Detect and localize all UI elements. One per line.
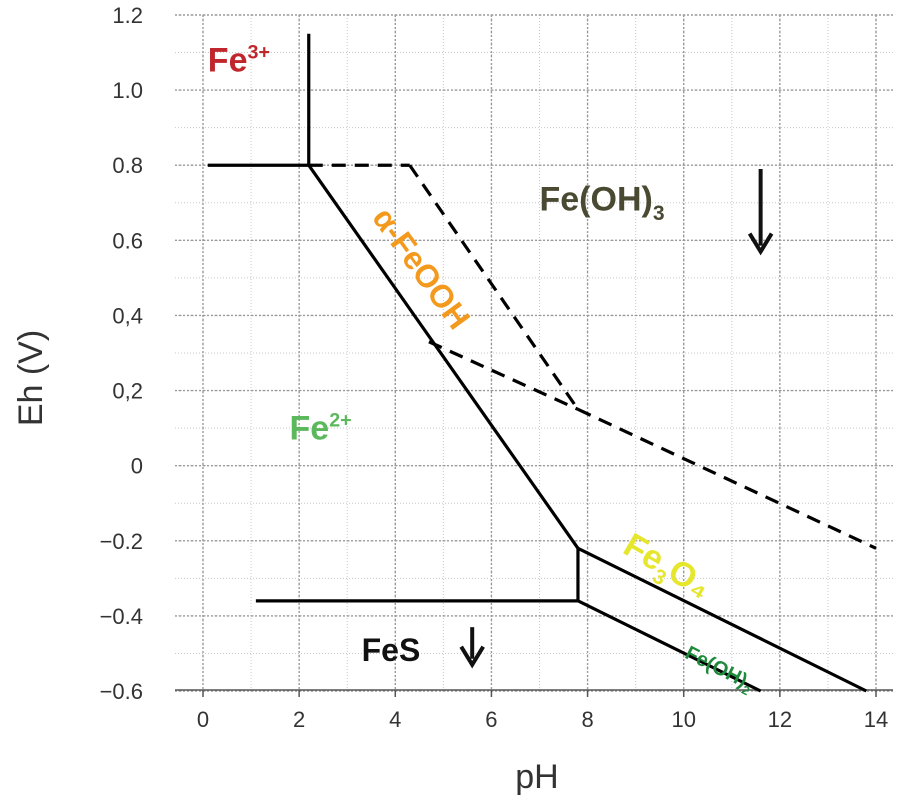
- x-tick-labels: 0 2 4 6 8 10 12 14: [197, 707, 888, 732]
- region-label-text: Fe3+: [208, 41, 270, 79]
- solid-boundary-line: [577, 546, 868, 693]
- x-tick-label: 0: [197, 707, 209, 732]
- x-tick-label: 10: [671, 707, 695, 732]
- region-label: Fe3O₄: [614, 526, 718, 612]
- region-label-text: Fe3O₄: [614, 526, 718, 612]
- y-tick-labels: −0.6 −0.4 −0.2 0 0,2 0,4 0.6 0.8 1.0 1.2: [100, 3, 143, 704]
- x-tick-label: 14: [864, 707, 888, 732]
- down-arrow-icon: [747, 168, 774, 256]
- x-tick-label: 12: [768, 707, 792, 732]
- region-label: Fe(OH)3: [540, 180, 665, 225]
- region-label: Fe3+: [208, 41, 270, 79]
- dashed-boundary-line: [577, 407, 877, 550]
- region-label-text: FeS: [362, 632, 421, 668]
- x-tick-label: 2: [293, 707, 305, 732]
- axes: [175, 689, 893, 697]
- x-axis-title: pH: [515, 758, 558, 796]
- solid-boundary-line: [307, 164, 580, 550]
- x-tick-label: 8: [581, 707, 593, 732]
- y-axis-title: Eh (V): [12, 330, 50, 426]
- region-label: Fe2+: [290, 409, 352, 447]
- phase-boundaries: [207, 33, 877, 693]
- y-tick-label: −0.4: [100, 604, 143, 629]
- x-tick-label: 6: [485, 707, 497, 732]
- region-label-text: Fe(OH)3: [540, 180, 665, 225]
- y-tick-label: 0: [131, 454, 143, 479]
- y-tick-label: −0.6: [100, 679, 143, 704]
- region-label-text: Fe2+: [290, 409, 352, 447]
- precipitate-arrows: [459, 168, 774, 669]
- y-tick-label: 1.0: [112, 78, 143, 103]
- y-tick-label: 0,4: [112, 303, 143, 328]
- y-tick-label: 1.2: [112, 3, 143, 28]
- y-tick-label: 0.6: [112, 228, 143, 253]
- region-label: FeS: [362, 632, 421, 668]
- y-tick-label: 0.8: [112, 153, 143, 178]
- major-grid: [175, 14, 893, 692]
- solid-boundary-line: [577, 599, 762, 693]
- minor-grid: [175, 14, 893, 692]
- dashed-boundary-line: [428, 340, 579, 411]
- y-tick-label: 0,2: [112, 379, 143, 404]
- y-tick-label: −0.2: [100, 529, 143, 554]
- x-tick-label: 4: [389, 707, 401, 732]
- down-arrow-icon: [459, 627, 485, 669]
- dashed-boundary-line: [408, 164, 580, 411]
